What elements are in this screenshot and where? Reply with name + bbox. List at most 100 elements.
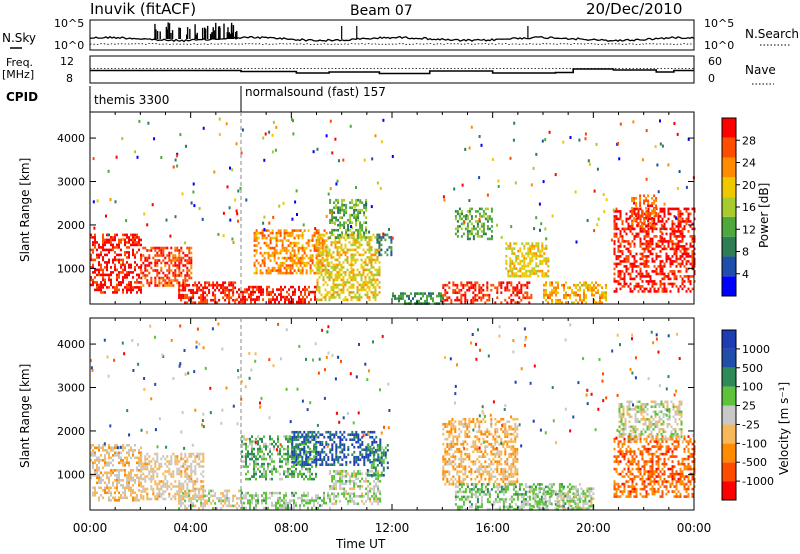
velocity-cell [166,460,169,463]
power-cell [224,288,227,292]
velocity-cell [196,487,199,491]
power-cell [248,285,250,289]
power-cell [351,231,354,234]
velocity-cell [128,449,130,452]
power-cell [601,301,603,304]
velocity-cell [247,499,249,502]
power-cell [362,288,365,292]
power-cell [349,218,352,222]
power-cell [336,271,339,274]
velocity-cell [192,480,195,483]
power-cell [259,231,262,235]
power-cell [250,298,252,301]
power-cell [613,220,616,223]
power-cell [136,291,138,294]
power-cell [278,300,280,304]
power-cell [340,236,343,239]
power-cell [675,237,678,241]
velocity-cell [186,487,189,491]
velocity-cell [184,507,187,510]
power-cell [340,283,343,287]
power-cell [661,220,664,223]
velocity-cell [178,492,181,496]
power-cell [593,286,595,289]
power-cell [272,288,274,291]
power-cell [277,229,280,232]
velocity-cell [261,455,263,458]
power-cell [362,286,365,289]
power-cell [288,298,290,301]
power-cell [311,234,314,237]
power-cell [398,299,400,303]
velocity-cell [311,433,314,436]
velocity-cell [325,440,328,444]
velocity-cell [243,496,245,500]
power-cell [496,296,499,299]
power-cell [134,233,136,237]
power-cell [336,266,339,269]
velocity-cell [188,480,191,483]
power-cell [106,273,108,277]
power-cell [126,233,128,237]
velocity-cell [202,495,205,498]
power-cell [535,254,538,258]
power-cell [529,269,532,273]
velocity-cell [247,455,249,458]
power-cell [174,259,177,262]
velocity-cell [120,451,122,455]
velocity-cell [303,477,305,481]
power-cell [532,166,535,170]
velocity-cell [108,499,110,502]
power-cell [486,286,489,289]
power-cell [304,298,306,301]
power-cell [645,214,648,218]
power-cell [631,267,634,271]
power-cell [671,285,674,288]
power-cell [151,203,154,207]
power-cell [126,273,128,277]
power-cell [348,271,351,274]
power-cell [100,291,102,294]
velocity-cell [275,504,277,507]
power-cell [289,234,292,237]
velocity-cell [295,443,298,446]
power-cell [442,195,445,199]
power-cell [370,238,373,242]
power-cell [283,266,286,270]
velocity-cell [122,491,124,495]
power-cell [523,259,526,263]
power-cell [260,290,262,294]
power-cell [625,270,628,273]
velocity-cell [142,495,145,498]
power-cell [545,244,548,248]
power-cell [593,301,595,304]
velocity-cell [148,472,151,476]
power-colorbar-tick-label: 4 [742,268,749,281]
velocity-cell [128,461,130,465]
power-cell [359,231,362,234]
power-cell [539,254,542,258]
power-cell [376,241,379,244]
power-cell [677,212,680,216]
power-cell [647,224,650,228]
power-cell [295,241,298,245]
power-cell [374,268,377,272]
power-cell [253,234,256,237]
power-cell [579,288,581,292]
power-cell [414,294,416,298]
power-cell [571,301,573,304]
power-cell [258,295,260,299]
power-cell [132,286,134,289]
power-cell [641,247,644,251]
velocity-cell [210,502,213,505]
power-cell [651,202,654,205]
velocity-cell [293,501,295,505]
power-cell [579,296,581,299]
velocity-cell [301,499,303,502]
power-colorbar-swatch [722,197,736,217]
power-cell [276,298,278,301]
power-cell [341,223,344,227]
power-cell [474,298,477,302]
power-cell [166,254,169,257]
velocity-cell [128,476,130,480]
